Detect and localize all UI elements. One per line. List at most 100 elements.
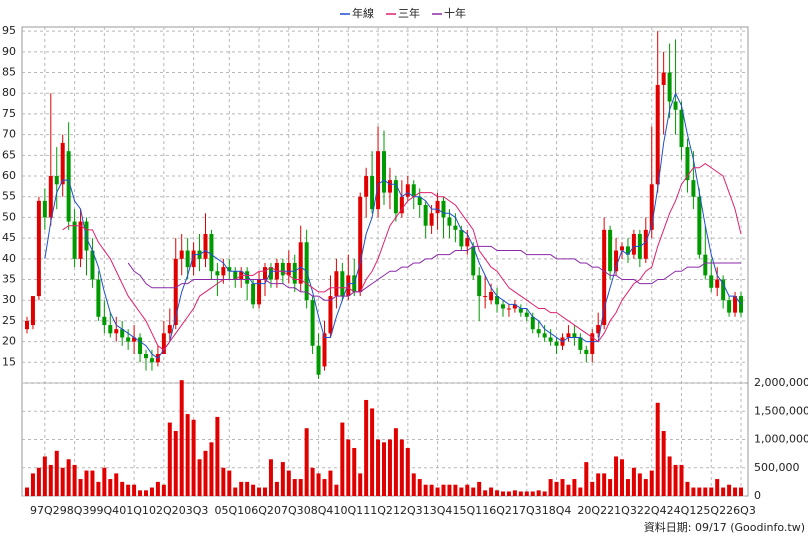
volume-bar (453, 484, 458, 496)
volume-bar (536, 490, 541, 496)
volume-bar (251, 484, 256, 496)
volume-bar (733, 487, 738, 496)
candle-body (60, 142, 65, 185)
x-tick-label: 11Q2 (363, 504, 393, 517)
volume-bar (554, 481, 559, 496)
volume-bar (548, 479, 553, 496)
volume-tick-label: 500,000 (754, 461, 800, 474)
volume-bar (465, 484, 470, 496)
volume-tick-label: 2,000,000 (754, 376, 808, 389)
candle-body (72, 221, 77, 259)
candle-body (322, 333, 327, 367)
y-tick-label: 90 (2, 45, 16, 58)
volume-bar (102, 467, 107, 496)
x-tick-label: 06Q2 (244, 504, 274, 517)
volume-bar (709, 487, 714, 496)
candle-body (233, 271, 238, 280)
volume-tick-label: 1,000,000 (754, 433, 808, 446)
volume-bar (66, 459, 71, 496)
volume-bar (602, 473, 607, 496)
x-tick-label: 10Q1 (333, 504, 363, 517)
volume-bar (614, 456, 619, 496)
candle-body (554, 341, 559, 346)
x-tick-label: 98Q3 (60, 504, 90, 517)
x-tick-label: 25Q2 (696, 504, 726, 517)
y-tick-label: 70 (2, 128, 16, 141)
volume-bar (715, 479, 720, 496)
candle-body (138, 337, 143, 355)
volume-bar (506, 491, 511, 496)
volume-bar (518, 491, 523, 496)
volume-bar (298, 479, 303, 496)
volume-bar (54, 450, 59, 496)
candle-body (405, 184, 410, 197)
volume-bar (346, 439, 351, 496)
candle-body (596, 325, 601, 334)
volume-bar (191, 419, 196, 496)
x-tick-label: 05Q1 (214, 504, 244, 517)
candle-body (411, 184, 416, 197)
footer: 資料日期: 09/17 (Goodinfo.tw) (644, 520, 805, 534)
volume-bar (471, 487, 476, 496)
y-tick-label: 55 (2, 190, 16, 203)
volume-bar (292, 479, 297, 496)
legend-label: 年線 (352, 6, 374, 20)
legend-label: 十年 (444, 6, 466, 20)
candle-body (727, 300, 732, 313)
candle-body (495, 296, 500, 305)
candle-body (709, 275, 714, 288)
volume-bar (263, 487, 267, 496)
y-tick-label: 45 (2, 231, 16, 244)
volume-bar (25, 487, 29, 496)
candle-body (36, 200, 41, 297)
candle-body (649, 184, 654, 230)
candle-body (161, 333, 166, 355)
volume-bar (120, 481, 125, 496)
candle-body (691, 180, 696, 197)
volume-bar (679, 464, 684, 496)
candle-body (120, 329, 125, 338)
volume-bar (625, 479, 630, 496)
candle-body (530, 316, 535, 330)
candle-body (393, 180, 398, 214)
volume-tick-label: 1,500,000 (754, 404, 808, 417)
candle-body (661, 72, 666, 85)
volume-bar (209, 442, 214, 496)
candle-body (292, 262, 297, 284)
candle-body (435, 200, 440, 214)
volume-bar (501, 491, 505, 496)
volume-bar (560, 479, 565, 496)
candle-body (685, 147, 690, 181)
candle-body (703, 254, 708, 276)
volume-bar (280, 462, 285, 496)
candle-body (310, 300, 315, 346)
candle-body (144, 354, 148, 359)
candle-body (221, 267, 226, 276)
candle-body (179, 250, 184, 259)
volume-bar (495, 490, 500, 496)
volume-bar (673, 464, 678, 496)
candle-body (655, 84, 660, 185)
candle-body (376, 151, 381, 210)
candle-body (501, 304, 505, 309)
volume-bar (411, 473, 416, 496)
candle-body (602, 229, 607, 326)
volume-bar (227, 470, 232, 496)
candle-body (30, 296, 35, 326)
volume-bar (620, 459, 624, 496)
candle-body (518, 308, 523, 313)
volume-bar (167, 422, 172, 496)
candle-body (399, 196, 404, 214)
candle-body (334, 271, 339, 297)
volume-bar (340, 422, 345, 496)
volume-bar (423, 484, 428, 496)
volume-bar (138, 490, 143, 496)
ma-line (44, 91, 742, 359)
candle-body (268, 267, 273, 280)
candle-body (542, 333, 547, 338)
candle-body (191, 250, 196, 268)
volume-bar (316, 473, 321, 496)
volume-bar (590, 481, 595, 496)
x-tick-label: 22Q4 (637, 504, 667, 517)
